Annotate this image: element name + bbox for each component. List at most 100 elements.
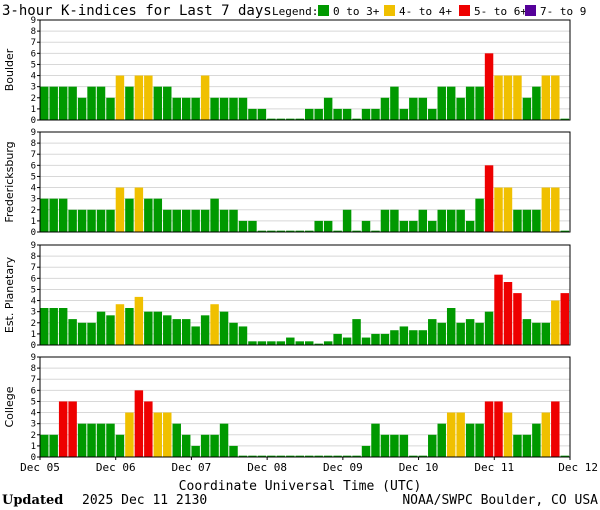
k-index-bar	[522, 97, 532, 120]
k-index-bar	[87, 322, 96, 345]
k-index-bar	[513, 434, 522, 457]
x-tick-label: Dec 05	[20, 461, 60, 474]
k-index-bar	[551, 300, 560, 345]
y-tick-label: 4	[31, 409, 36, 419]
data-source: NOAA/SWPC Boulder, CO USA	[402, 493, 598, 508]
k-index-bar	[87, 423, 96, 457]
k-index-bar	[371, 108, 380, 120]
k-index-bar	[352, 455, 361, 457]
k-index-bar	[219, 423, 229, 457]
k-index-bar	[342, 108, 352, 120]
k-index-bar	[106, 97, 115, 120]
k-index-bar	[418, 209, 428, 232]
k-index-bar	[409, 220, 418, 232]
k-index-bar	[494, 187, 503, 232]
k-index-bar	[267, 230, 276, 232]
k-index-bar	[77, 209, 87, 232]
k-index-bar	[494, 401, 503, 457]
k-index-bar	[503, 187, 513, 232]
x-tick-label: Dec 06	[96, 461, 136, 474]
k-index-bar	[49, 198, 58, 232]
k-index-bar	[229, 209, 238, 232]
y-tick-label: 8	[31, 364, 36, 374]
y-tick-label: 1	[31, 330, 36, 340]
k-index-bar	[49, 434, 58, 457]
k-index-bar	[503, 282, 513, 345]
x-tick-label: Dec 09	[323, 461, 363, 474]
y-tick-label: 1	[31, 217, 36, 227]
k-index-bar	[40, 308, 49, 345]
k-index-bar	[295, 118, 304, 120]
k-index-bar	[229, 445, 238, 457]
k-index-bar	[456, 322, 465, 345]
k-index-bar	[314, 455, 323, 457]
legend-item-purple: 7- to 9	[540, 5, 586, 18]
k-index-bar	[286, 455, 295, 457]
k-index-bar	[446, 209, 456, 232]
k-index-bar	[305, 341, 314, 345]
k-index-bar	[210, 97, 219, 120]
legend-item-yellow: 4- to 4+	[399, 5, 452, 18]
y-tick-label: 7	[31, 150, 36, 160]
y-tick-label: 0	[31, 341, 36, 351]
k-index-bar	[295, 341, 304, 345]
k-index-bar	[333, 108, 342, 120]
k-index-bar	[115, 304, 125, 345]
k-index-bar	[513, 75, 522, 120]
k-index-bar	[267, 118, 276, 120]
k-index-bar	[200, 315, 210, 345]
k-index-bar	[475, 423, 484, 457]
k-index-bar	[532, 209, 541, 232]
k-index-bar	[181, 319, 191, 345]
k-index-bar	[172, 319, 181, 345]
k-index-bar	[257, 230, 267, 232]
k-index-bar	[409, 455, 418, 457]
k-index-bar	[40, 198, 49, 232]
y-tick-label: 7	[31, 38, 36, 48]
k-index-bar	[494, 274, 503, 345]
k-index-bar	[238, 326, 248, 345]
k-index-bar	[465, 319, 475, 345]
x-tick-label: Dec 08	[247, 461, 287, 474]
k-index-bar	[295, 455, 304, 457]
y-tick-label: 8	[31, 139, 36, 149]
k-index-bar	[200, 434, 210, 457]
k-index-bar	[428, 108, 437, 120]
k-index-bar	[380, 434, 390, 457]
k-index-bar	[77, 97, 87, 120]
panels: 0123456789Boulder0123456789Fredericksbur…	[3, 16, 571, 463]
k-index-bar	[446, 86, 456, 120]
k-index-bar	[484, 53, 494, 121]
k-index-bar	[522, 209, 532, 232]
k-index-bar	[163, 209, 172, 232]
k-index-bar	[323, 97, 333, 120]
k-index-bar	[314, 220, 323, 232]
panel-frame	[39, 356, 571, 458]
k-index-bar	[333, 230, 342, 232]
k-index-bar	[532, 423, 541, 457]
k-index-bar	[551, 187, 560, 232]
k-index-bar	[409, 97, 418, 120]
k-index-bar	[418, 455, 428, 457]
k-index-bar	[541, 412, 551, 457]
k-index-bar	[286, 230, 295, 232]
k-index-bar	[390, 330, 399, 345]
k-index-bar	[352, 118, 361, 120]
k-index-bar	[125, 308, 134, 345]
legend-item-green: 0 to 3+	[333, 5, 380, 18]
k-index-bar	[484, 165, 494, 232]
k-index-bar	[371, 230, 380, 232]
k-index-bar	[163, 315, 172, 345]
y-tick-label: 6	[31, 161, 36, 171]
k-index-bar	[437, 86, 446, 120]
k-index-bar	[342, 337, 352, 345]
k-index-bar	[191, 326, 200, 345]
y-tick-label: 6	[31, 49, 36, 59]
y-tick-label: 8	[31, 27, 36, 37]
y-tick-label: 3	[31, 420, 36, 430]
k-index-bar	[390, 209, 399, 232]
k-index-bar	[96, 209, 106, 232]
k-index-bar	[522, 319, 532, 345]
k-index-bar	[68, 401, 77, 457]
k-index-bar	[560, 293, 569, 345]
